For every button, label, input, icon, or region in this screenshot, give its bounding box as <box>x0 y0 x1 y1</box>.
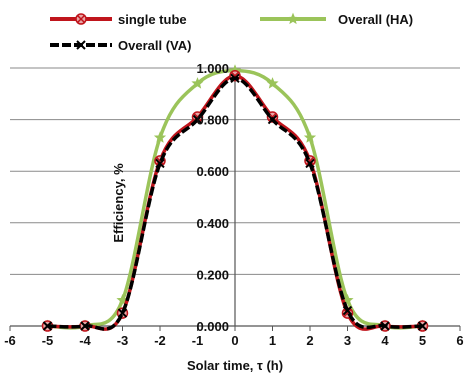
series-2 <box>42 73 428 331</box>
y-tick-labels: 0.000 0.200 0.400 0.600 0.800 1.000 <box>196 61 229 334</box>
data-point <box>117 308 128 318</box>
data-point <box>417 321 428 331</box>
y-tick-label: 1.000 <box>196 61 229 76</box>
y-tick-label: 0.800 <box>196 113 229 128</box>
x-tick-label: 2 <box>306 333 313 348</box>
data-point <box>75 13 87 25</box>
y-tick-label: 0.600 <box>196 164 229 179</box>
x-tick-label: -4 <box>79 333 91 348</box>
y-tick-label: 0.000 <box>196 319 229 334</box>
legend: single tube Overall (HA) Overall (VA) <box>50 12 413 53</box>
data-point <box>342 305 353 316</box>
legend-item: Overall (HA) <box>260 12 413 27</box>
y-tick-label: 0.200 <box>196 267 229 282</box>
data-point <box>286 12 300 25</box>
x-tick-label: 4 <box>381 333 389 348</box>
legend-item: single tube <box>50 12 187 27</box>
y-axis-title: Efficiency, % <box>111 163 126 243</box>
data-point <box>155 158 165 169</box>
legend-label: Overall (VA) <box>118 38 191 53</box>
x-tick-label: 0 <box>231 333 238 348</box>
data-point <box>230 73 240 84</box>
data-point <box>191 77 204 89</box>
x-tick-label: 6 <box>456 333 463 348</box>
data-point <box>303 131 317 143</box>
data-point <box>153 131 167 143</box>
x-tick-label: -5 <box>42 333 54 348</box>
legend-label: Overall (HA) <box>338 12 413 27</box>
x-tick-label: -1 <box>192 333 204 348</box>
data-point <box>380 321 390 331</box>
x-tick-label: -3 <box>117 333 129 348</box>
x-axis-title: Solar time, τ (h) <box>187 358 283 373</box>
x-tick-label: 5 <box>419 333 426 348</box>
legend-item: Overall (VA) <box>50 38 191 53</box>
data-point <box>80 321 90 331</box>
data-point <box>266 77 279 89</box>
x-tick-label: 3 <box>344 333 351 348</box>
x-tick-label: 1 <box>269 333 276 348</box>
data-point <box>42 321 53 331</box>
x-tick-label: -6 <box>4 333 16 348</box>
series-lines <box>41 64 429 332</box>
data-point <box>192 114 203 125</box>
data-point <box>76 40 86 50</box>
data-point <box>305 158 315 169</box>
axes <box>9 68 461 331</box>
y-tick-label: 0.400 <box>196 216 229 231</box>
x-tick-label: -2 <box>154 333 166 348</box>
x-tick-labels: -6 -5 -4 -3 -2 -1 0 1 2 3 4 5 6 <box>4 333 463 348</box>
data-point <box>267 114 278 125</box>
legend-label: single tube <box>118 12 187 27</box>
